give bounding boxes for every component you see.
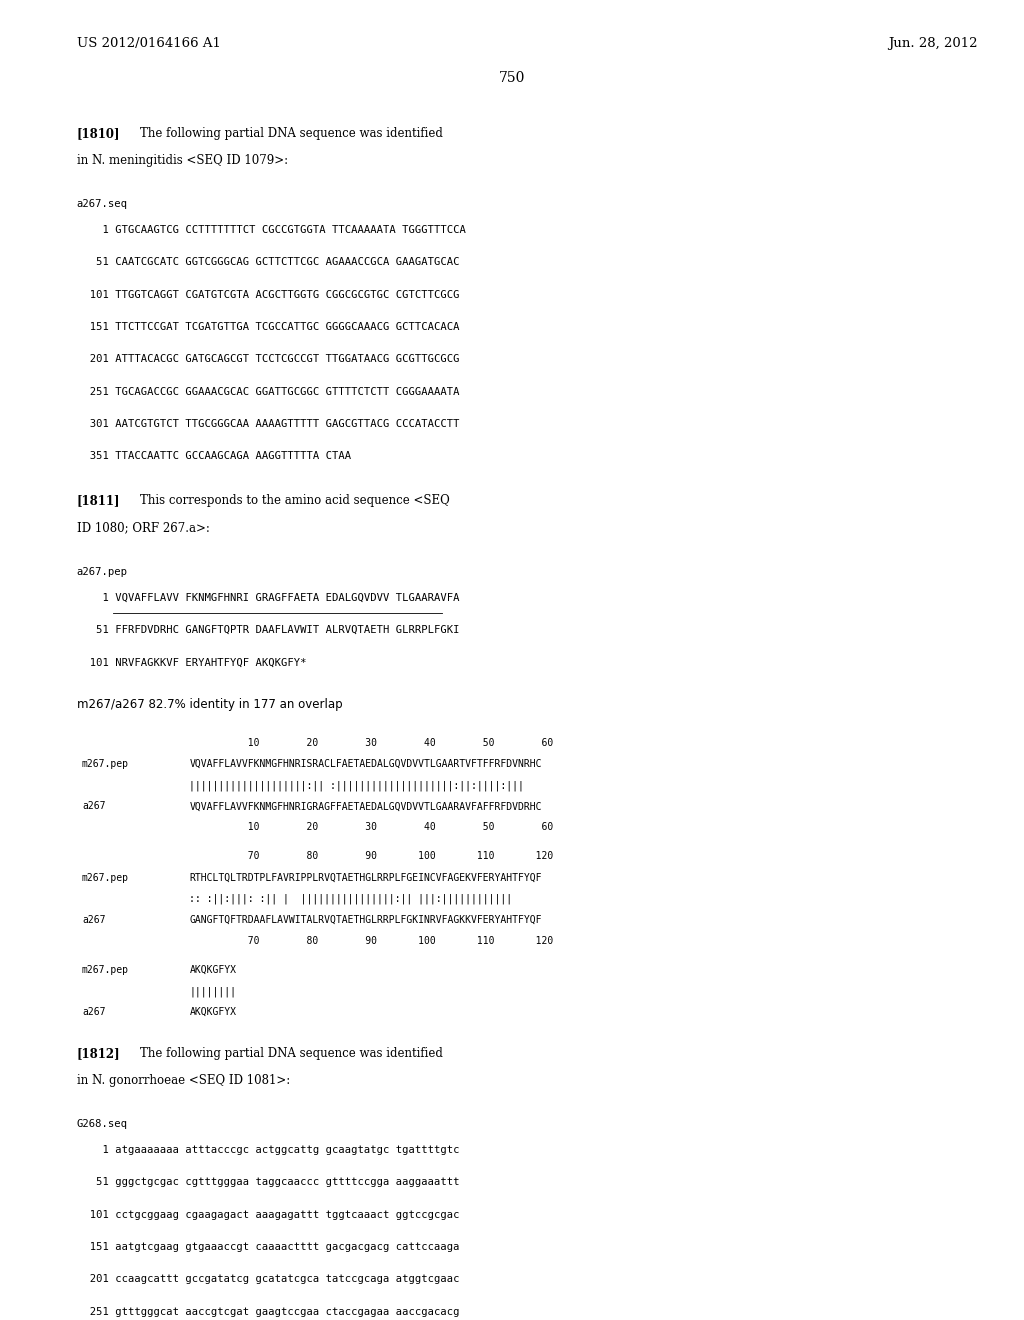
Text: 750: 750 [499, 71, 525, 86]
Text: m267.pep: m267.pep [82, 759, 129, 770]
Text: ||||||||||||||||||||:|| :||||||||||||||||||||:||:||||:|||: ||||||||||||||||||||:|| :|||||||||||||||… [189, 780, 524, 791]
Text: m267.pep: m267.pep [82, 873, 129, 883]
Text: The following partial DNA sequence was identified: The following partial DNA sequence was i… [140, 127, 443, 140]
Text: [1812]: [1812] [77, 1047, 121, 1060]
Text: [1811]: [1811] [77, 494, 120, 507]
Text: 101 cctgcggaag cgaagagact aaagagattt tggtcaaact ggtccgcgac: 101 cctgcggaag cgaagagact aaagagattt tgg… [77, 1209, 460, 1220]
Text: :: :||:|||: :|| |  ||||||||||||||||:|| |||:||||||||||||: :: :||:|||: :|| | ||||||||||||||||:|| ||… [189, 894, 513, 904]
Text: ||||||||: |||||||| [189, 986, 237, 997]
Text: 10        20        30        40        50        60: 10 20 30 40 50 60 [189, 822, 554, 833]
Text: a267.seq: a267.seq [77, 199, 128, 210]
Text: a267.pep: a267.pep [77, 566, 128, 577]
Text: 151 aatgtcgaag gtgaaaccgt caaaactttt gacgacgacg cattccaaga: 151 aatgtcgaag gtgaaaccgt caaaactttt gac… [77, 1242, 460, 1253]
Text: 70        80        90       100       110       120: 70 80 90 100 110 120 [189, 936, 554, 946]
Text: m267.pep: m267.pep [82, 965, 129, 975]
Text: 1 GTGCAAGTCG CCTTTTTTTCT CGCCGTGGTA TTCAAAAATA TGGGTTTCCA: 1 GTGCAAGTCG CCTTTTTTTCT CGCCGTGGTA TTCA… [77, 224, 466, 235]
Text: G268.seq: G268.seq [77, 1119, 128, 1130]
Text: 251 TGCAGACCGC GGAAACGCAC GGATTGCGGC GTTTTCTCTT CGGGAAAATA: 251 TGCAGACCGC GGAAACGCAC GGATTGCGGC GTT… [77, 387, 460, 397]
Text: GANGFTQFTRDAAFLAVWITALRVQTAETHGLRRPLFGKINRVFAGKKVFERYAHTFYQF: GANGFTQFTRDAAFLAVWITALRVQTAETHGLRRPLFGKI… [189, 915, 542, 925]
Text: m267/a267 82.7% identity in 177 an overlap: m267/a267 82.7% identity in 177 an overl… [77, 697, 342, 710]
Text: US 2012/0164166 A1: US 2012/0164166 A1 [77, 37, 221, 50]
Text: 70        80        90       100       110       120: 70 80 90 100 110 120 [189, 851, 554, 862]
Text: in N. gonorrhoeae <SEQ ID 1081>:: in N. gonorrhoeae <SEQ ID 1081>: [77, 1073, 290, 1086]
Text: a267: a267 [82, 801, 105, 812]
Text: 51 CAATCGCATC GGTCGGGCAG GCTTCTTCGC AGAAACCGCA GAAGATGCAC: 51 CAATCGCATC GGTCGGGCAG GCTTCTTCGC AGAA… [77, 257, 460, 268]
Text: 351 TTACCAATTC GCCAAGCAGA AAGGTTTTTA CTAA: 351 TTACCAATTC GCCAAGCAGA AAGGTTTTTA CTA… [77, 451, 351, 462]
Text: in N. meningitidis <SEQ ID 1079>:: in N. meningitidis <SEQ ID 1079>: [77, 153, 288, 166]
Text: 301 AATCGTGTCT TTGCGGGCAA AAAAGTTTTT GAGCGTTACG CCCATACCTT: 301 AATCGTGTCT TTGCGGGCAA AAAAGTTTTT GAG… [77, 418, 460, 429]
Text: 51 FFRFDVDRHC GANGFTQPTR DAAFLAVWIT ALRVQTAETH GLRRPLFGKI: 51 FFRFDVDRHC GANGFTQPTR DAAFLAVWIT ALRV… [77, 624, 460, 635]
Text: [1810]: [1810] [77, 127, 120, 140]
Text: AKQKGFYX: AKQKGFYX [189, 965, 237, 975]
Text: a267: a267 [82, 915, 105, 925]
Text: ID 1080; ORF 267.a>:: ID 1080; ORF 267.a>: [77, 521, 210, 535]
Text: VQVAFFLAVVFKNMGFHNRISRACLFAETAEDALGQVDVVTLGAARTVFTFFRFDVNRHC: VQVAFFLAVVFKNMGFHNRISRACLFAETAEDALGQVDVV… [189, 759, 542, 770]
Text: VQVAFFLAVVFKNMGFHNRIGRAGFFAETAEDALGQVDVVTLGAARAVFAFFRFDVDRHC: VQVAFFLAVVFKNMGFHNRIGRAGFFAETAEDALGQVDVV… [189, 801, 542, 812]
Text: 1 atgaaaaaaa atttacccgc actggcattg gcaagtatgc tgattttgtc: 1 atgaaaaaaa atttacccgc actggcattg gcaag… [77, 1144, 460, 1155]
Text: 201 ccaagcattt gccgatatcg gcatatcgca tatccgcaga atggtcgaac: 201 ccaagcattt gccgatatcg gcatatcgca tat… [77, 1274, 460, 1284]
Text: a267: a267 [82, 1007, 105, 1018]
Text: 1 VQVAFFLAVV FKNMGFHNRI GRAGFFAETA EDALGQVDVV TLGAARAVFA: 1 VQVAFFLAVV FKNMGFHNRI GRAGFFAETA EDALG… [77, 593, 460, 603]
Text: Jun. 28, 2012: Jun. 28, 2012 [889, 37, 978, 50]
Text: 101 NRVFAGKKVF ERYAHTFYQF AKQKGFY*: 101 NRVFAGKKVF ERYAHTFYQF AKQKGFY* [77, 657, 306, 668]
Text: 151 TTCTTCCGAT TCGATGTTGA TCGCCATTGC GGGGCAAACG GCTTCACACA: 151 TTCTTCCGAT TCGATGTTGA TCGCCATTGC GGG… [77, 322, 460, 333]
Text: RTHCLTQLTRDTPLFAVRIPPLRVQTAETHGLRRPLFGEINCVFAGEKVFERYAHTFYQF: RTHCLTQLTRDTPLFAVRIPPLRVQTAETHGLRRPLFGEI… [189, 873, 542, 883]
Text: 201 ATTTACACGC GATGCAGCGT TCCTCGCCGT TTGGATAACG GCGTTGCGCG: 201 ATTTACACGC GATGCAGCGT TCCTCGCCGT TTG… [77, 354, 460, 364]
Text: The following partial DNA sequence was identified: The following partial DNA sequence was i… [140, 1047, 443, 1060]
Text: 10        20        30        40        50        60: 10 20 30 40 50 60 [189, 738, 554, 748]
Text: This corresponds to the amino acid sequence <SEQ: This corresponds to the amino acid seque… [140, 494, 450, 507]
Text: 51 gggctgcgac cgtttgggaa taggcaaccc gttttccgga aaggaaattt: 51 gggctgcgac cgtttgggaa taggcaaccc gttt… [77, 1177, 460, 1188]
Text: 101 TTGGTCAGGT CGATGTCGTA ACGCTTGGTG CGGCGCGTGC CGTCTTCGCG: 101 TTGGTCAGGT CGATGTCGTA ACGCTTGGTG CGG… [77, 289, 460, 300]
Text: 251 gtttgggcat aaccgtcgat gaagtccgaa ctaccgagaa aaccgacacg: 251 gtttgggcat aaccgtcgat gaagtccgaa cta… [77, 1307, 460, 1317]
Text: AKQKGFYX: AKQKGFYX [189, 1007, 237, 1018]
